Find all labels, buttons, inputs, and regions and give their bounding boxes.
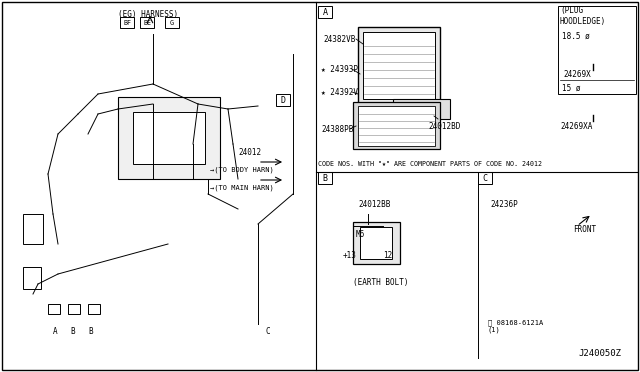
Bar	[353, 222, 400, 264]
Text: 24012BD: 24012BD	[428, 122, 460, 131]
Bar	[140, 17, 154, 28]
Text: M6: M6	[356, 230, 365, 238]
Text: (EARTH BOLT): (EARTH BOLT)	[353, 278, 408, 286]
Text: 15 ø: 15 ø	[562, 83, 580, 93]
Text: →(TO BODY HARN): →(TO BODY HARN)	[210, 167, 274, 173]
Text: C: C	[483, 173, 488, 183]
Bar	[360, 227, 392, 259]
Bar	[23, 214, 43, 244]
Text: 24012BB: 24012BB	[358, 199, 390, 208]
Bar	[353, 102, 440, 149]
Text: 24012: 24012	[238, 148, 261, 157]
Bar	[358, 27, 440, 104]
Bar	[358, 106, 435, 146]
Bar	[393, 99, 450, 119]
Bar	[88, 304, 100, 314]
Bar	[165, 17, 179, 28]
Circle shape	[590, 104, 596, 110]
Text: B: B	[89, 327, 93, 337]
Bar	[133, 112, 205, 164]
Bar	[558, 6, 636, 94]
Circle shape	[590, 53, 596, 59]
Bar	[318, 6, 332, 18]
Text: 12: 12	[383, 251, 392, 260]
Bar	[120, 17, 134, 28]
Bar	[118, 97, 220, 179]
Text: CODE NOS. WITH "★" ARE COMPONENT PARTS OF CODE NO. 24012: CODE NOS. WITH "★" ARE COMPONENT PARTS O…	[318, 161, 542, 167]
Text: B: B	[323, 173, 328, 183]
Text: 24269XA: 24269XA	[560, 122, 593, 131]
Bar	[48, 304, 60, 314]
Text: B: B	[70, 327, 76, 337]
Text: +13: +13	[343, 251, 357, 260]
Text: (PLUG
HOODLEDGE): (PLUG HOODLEDGE)	[560, 6, 606, 26]
Text: G: G	[170, 19, 174, 26]
Text: 24382VB: 24382VB	[323, 35, 355, 44]
Text: 18.5 ø: 18.5 ø	[562, 32, 589, 41]
Text: D: D	[280, 96, 285, 105]
Text: J240050Z: J240050Z	[578, 350, 621, 359]
Text: BF: BF	[123, 19, 131, 26]
Bar	[363, 32, 435, 99]
Text: (EG) HARNESS): (EG) HARNESS)	[118, 10, 178, 19]
Bar	[478, 172, 492, 184]
Text: Ⓑ 08168-6121A
(1): Ⓑ 08168-6121A (1)	[488, 319, 543, 333]
Text: FRONT: FRONT	[573, 224, 596, 234]
Bar	[23, 267, 41, 289]
Text: A: A	[52, 327, 58, 337]
Text: →(TO MAIN HARN): →(TO MAIN HARN)	[210, 185, 274, 191]
Text: BE: BE	[143, 19, 151, 26]
Bar	[276, 94, 290, 106]
Text: 24269X: 24269X	[563, 70, 591, 78]
Text: C: C	[266, 327, 270, 337]
Text: ★ 24392V: ★ 24392V	[321, 87, 358, 96]
Text: 24236P: 24236P	[490, 199, 518, 208]
Text: ★ 24393P: ★ 24393P	[321, 64, 358, 74]
Text: 24388PB: 24388PB	[321, 125, 353, 134]
Text: A: A	[323, 7, 328, 16]
Bar	[68, 304, 80, 314]
Bar	[318, 172, 332, 184]
